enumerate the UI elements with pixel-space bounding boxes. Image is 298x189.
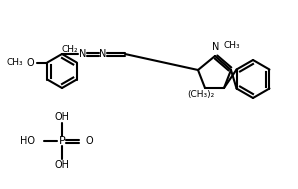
Text: CH₃: CH₃ bbox=[224, 42, 240, 50]
Text: OH: OH bbox=[55, 112, 69, 122]
Text: P: P bbox=[59, 136, 65, 146]
Text: CH₂: CH₂ bbox=[62, 44, 78, 53]
Text: N: N bbox=[99, 49, 107, 59]
Text: OH: OH bbox=[55, 160, 69, 170]
Text: HO: HO bbox=[20, 136, 35, 146]
Text: CH₃: CH₃ bbox=[7, 58, 23, 67]
Text: N: N bbox=[212, 42, 220, 52]
Text: (CH₃)₂: (CH₃)₂ bbox=[187, 91, 215, 99]
Text: O: O bbox=[27, 57, 34, 67]
Text: O: O bbox=[85, 136, 93, 146]
Text: N: N bbox=[79, 49, 87, 59]
